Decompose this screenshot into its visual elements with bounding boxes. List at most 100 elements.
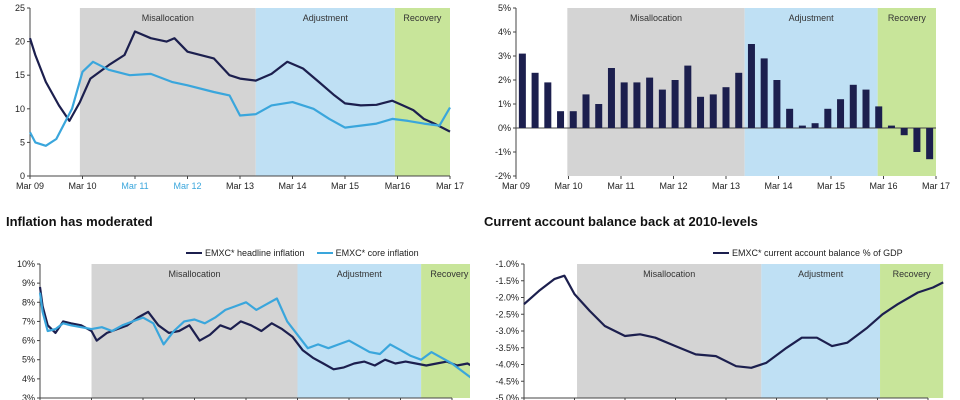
chart-top-left-svg: Misallocation Adjustment Recovery 0 5 10 15 20 2… xyxy=(15,3,464,191)
bar xyxy=(633,82,641,128)
x-tick-label: Mar 17 xyxy=(922,181,950,191)
x-tick-label: Mar16 xyxy=(385,181,411,191)
region-label: Misallocation xyxy=(168,269,220,279)
chart-bottom-right-svg: Misallocation Adjustment Recovery -5.0% -4.5… xyxy=(495,259,944,400)
bar xyxy=(671,80,679,128)
bar xyxy=(557,111,565,128)
legend-item-headline: EMXC* headline inflation xyxy=(186,248,305,258)
bar xyxy=(875,106,883,128)
y-tick-label: 9% xyxy=(22,278,35,288)
legend-label: EMXC* current account balance % of GDP xyxy=(732,248,903,258)
bar xyxy=(531,72,539,128)
y-tick-label: 20 xyxy=(15,37,25,47)
legend-label: EMXC* core inflation xyxy=(335,248,419,258)
bar xyxy=(798,125,806,128)
chart-legend: EMXC* headline inflation EMXC* core infl… xyxy=(178,248,419,258)
y-tick-label: -4.5% xyxy=(495,376,519,386)
bar xyxy=(900,128,908,136)
y-tick-label: 2% xyxy=(498,75,511,85)
region-label: Adjustment xyxy=(303,13,349,23)
bar xyxy=(887,125,895,128)
region-label: Misallocation xyxy=(643,269,695,279)
series-line xyxy=(29,60,451,147)
region-adjustment xyxy=(297,264,422,398)
region-misallocation xyxy=(577,264,762,398)
y-tick-label: -1.5% xyxy=(495,276,519,286)
y-tick-label: -1.0% xyxy=(495,259,519,269)
bar xyxy=(722,87,730,128)
bar xyxy=(569,111,577,128)
bar xyxy=(849,84,857,128)
x-tick-label: Mar 16 xyxy=(869,181,897,191)
y-tick-label: -2.0% xyxy=(495,293,519,303)
x-tick-label: Mar 11 xyxy=(607,181,634,191)
bar xyxy=(709,94,717,128)
x-tick-label: Mar 14 xyxy=(278,181,306,191)
x-tick-label: Mar 09 xyxy=(16,181,44,191)
bar xyxy=(760,58,768,128)
y-tick-label: 4% xyxy=(22,374,35,384)
chart-title: Current account balance back at 2010-lev… xyxy=(484,214,758,229)
bar xyxy=(926,128,934,160)
y-tick-label: 10% xyxy=(17,259,35,269)
region-recovery xyxy=(880,264,944,398)
bar xyxy=(837,99,845,128)
bar xyxy=(786,108,794,128)
bar xyxy=(824,108,832,128)
y-tick-label: -3.0% xyxy=(495,326,519,336)
region-recovery xyxy=(421,264,470,398)
region-adjustment xyxy=(761,264,881,398)
region-label: Adjustment xyxy=(789,13,835,23)
y-tick-label: 0 xyxy=(20,171,25,181)
chart-bottom-left: Inflation has moderated EMXC* headline i… xyxy=(0,200,480,400)
x-tick-label: Mar 10 xyxy=(68,181,96,191)
region-misallocation xyxy=(567,8,745,176)
x-tick-label: Mar 10 xyxy=(554,181,582,191)
bar xyxy=(773,80,781,128)
x-tick-label: Mar 13 xyxy=(226,181,254,191)
bar xyxy=(646,77,654,128)
y-tick-label: 0% xyxy=(498,123,511,133)
bar xyxy=(620,82,628,128)
y-tick-label: -2.5% xyxy=(495,309,519,319)
y-tick-label: 3% xyxy=(498,51,511,61)
legend-item-current-account: EMXC* current account balance % of GDP xyxy=(713,248,903,258)
series-line xyxy=(523,274,944,369)
region-label: Misallocation xyxy=(630,13,682,23)
bar xyxy=(582,94,590,128)
y-tick-label: 8% xyxy=(22,297,35,307)
x-tick-label: Mar 12 xyxy=(659,181,687,191)
chart-title: Inflation has moderated xyxy=(6,214,153,229)
y-tick-label: 1% xyxy=(498,99,511,109)
y-tick-label: 5 xyxy=(20,137,25,147)
y-tick-label: 3% xyxy=(22,393,35,400)
chart-bottom-right: Current account balance back at 2010-lev… xyxy=(480,200,960,400)
y-tick-label: 5% xyxy=(22,355,35,365)
legend-item-core: EMXC* core inflation xyxy=(316,248,419,258)
chart-bottom-left-svg: Misallocation Adjustment Recovery 3% 4% 5% 6% 7… xyxy=(17,259,470,400)
x-tick-label: Mar 13 xyxy=(712,181,740,191)
bar xyxy=(658,89,666,128)
region-recovery xyxy=(394,8,450,176)
y-tick-label: 10 xyxy=(15,104,25,114)
bar xyxy=(747,44,755,128)
region-label: Recovery xyxy=(403,13,442,23)
region-label: Misallocation xyxy=(142,13,194,23)
y-tick-label: 6% xyxy=(22,336,35,346)
region-label: Adjustment xyxy=(798,269,844,279)
series-line xyxy=(38,286,470,371)
bar xyxy=(518,53,526,128)
x-tick-label: Mar 12 xyxy=(173,181,201,191)
chart-legend: EMXC* current account balance % of GDP xyxy=(705,248,903,258)
x-tick-label: Mar 17 xyxy=(436,181,464,191)
x-tick-label: Mar 15 xyxy=(817,181,845,191)
y-tick-label: -1% xyxy=(495,147,511,157)
series-line xyxy=(28,30,451,133)
series-line xyxy=(38,292,470,379)
legend-label: EMXC* headline inflation xyxy=(205,248,305,258)
y-tick-label: -4.0% xyxy=(495,360,519,370)
region-label: Recovery xyxy=(888,13,927,23)
y-tick-label: 5% xyxy=(498,3,511,13)
chart-top-right-svg: Misallocation Adjustment Recovery -2% -1% 0% 1… xyxy=(495,3,950,191)
bar xyxy=(913,128,921,152)
